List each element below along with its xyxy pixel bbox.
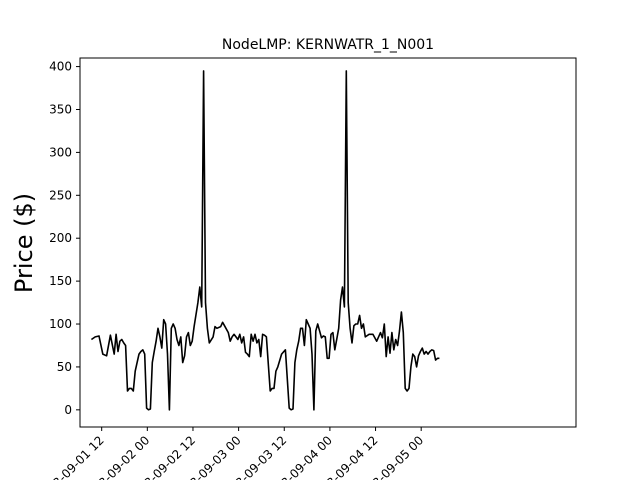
y-tick-label: 200: [49, 231, 72, 245]
y-tick-label: 300: [49, 145, 72, 159]
y-axis-label: Price ($): [10, 193, 38, 293]
y-tick-label: 0: [64, 403, 72, 417]
y-tick-label: 400: [49, 60, 72, 74]
y-tick-label: 350: [49, 102, 72, 116]
y-tick-label: 250: [49, 188, 72, 202]
chart-title: NodeLMP: KERNWATR_1_N001: [222, 37, 434, 53]
y-tick-label: 100: [49, 317, 72, 331]
plot-area-frame: [79, 57, 577, 428]
y-axis-ticks: 0 50 100 150 200 250 300 350 400: [49, 60, 80, 417]
y-tick-label: 150: [49, 274, 72, 288]
price-series-line: [90, 70, 440, 411]
y-tick-label: 50: [57, 360, 72, 374]
x-tick-label: 2023-09-01 12: [34, 433, 107, 480]
